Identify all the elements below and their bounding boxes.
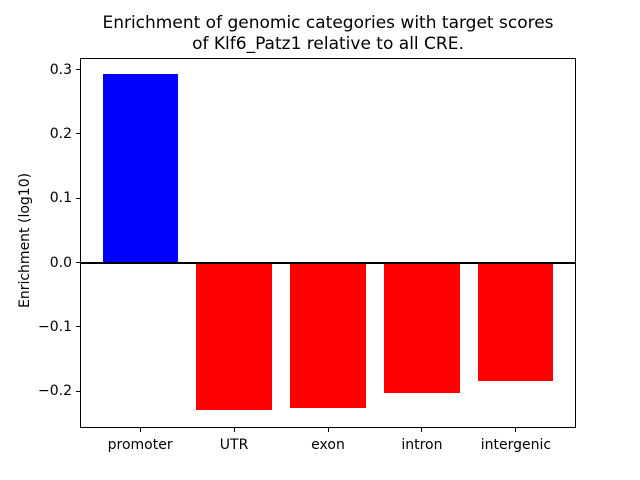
y-axis-label: Enrichment (log10) bbox=[17, 172, 33, 308]
bar-intron bbox=[384, 262, 460, 394]
bar-exon bbox=[290, 262, 366, 409]
x-tick-label-exon: exon bbox=[311, 437, 345, 453]
x-tick-label-promoter: promoter bbox=[107, 437, 173, 453]
y-tick-mark bbox=[76, 326, 80, 328]
x-tick-label-UTR: UTR bbox=[219, 437, 249, 453]
bar-intergenic bbox=[478, 262, 554, 382]
y-tick-mark bbox=[76, 133, 80, 135]
bar-UTR bbox=[196, 262, 272, 410]
zero-baseline bbox=[80, 261, 576, 264]
x-tick-mark bbox=[139, 428, 141, 432]
x-tick-mark bbox=[233, 428, 235, 432]
x-tick-label-intron: intron bbox=[401, 437, 443, 453]
chart-title-line1: Enrichment of genomic categories with ta… bbox=[102, 13, 554, 33]
y-tick-label: 0.0 bbox=[49, 254, 72, 271]
x-tick-mark bbox=[421, 428, 423, 432]
y-tick-label: 0.1 bbox=[49, 190, 72, 207]
x-tick-label-intergenic: intergenic bbox=[480, 437, 552, 453]
plot-area bbox=[80, 58, 576, 428]
y-tick-label: 0.2 bbox=[49, 125, 72, 142]
y-tick-label: −0.1 bbox=[38, 318, 72, 335]
y-tick-label: −0.2 bbox=[38, 383, 72, 400]
y-tick-mark bbox=[76, 262, 80, 264]
chart-title-line2: of Klf6_Patz1 relative to all CRE. bbox=[192, 34, 464, 54]
x-tick-mark bbox=[515, 428, 517, 432]
y-tick-mark bbox=[76, 390, 80, 392]
bar-promoter bbox=[102, 74, 178, 263]
x-tick-mark bbox=[327, 428, 329, 432]
y-tick-label: 0.3 bbox=[49, 61, 72, 78]
chart-title: Enrichment of genomic categories with ta… bbox=[80, 13, 576, 55]
y-tick-mark bbox=[76, 69, 80, 71]
y-tick-mark bbox=[76, 197, 80, 199]
